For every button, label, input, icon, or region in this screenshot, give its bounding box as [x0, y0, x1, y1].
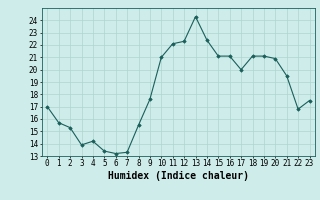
- X-axis label: Humidex (Indice chaleur): Humidex (Indice chaleur): [108, 171, 249, 181]
